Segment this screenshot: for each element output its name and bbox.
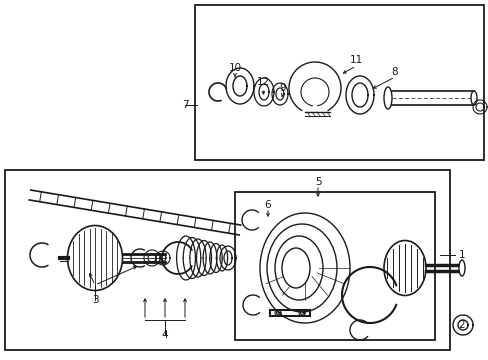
- Text: 12: 12: [256, 77, 269, 87]
- Text: 7: 7: [182, 100, 188, 110]
- Text: 3: 3: [92, 295, 98, 305]
- Ellipse shape: [67, 225, 122, 291]
- Ellipse shape: [383, 87, 391, 109]
- Ellipse shape: [383, 240, 425, 296]
- Ellipse shape: [470, 91, 476, 105]
- Text: 8: 8: [391, 67, 398, 77]
- Text: 9: 9: [279, 83, 286, 93]
- Text: 2: 2: [458, 320, 465, 330]
- Ellipse shape: [260, 213, 349, 323]
- Text: 1: 1: [458, 250, 465, 260]
- Bar: [235, 192, 434, 340]
- Text: 6: 6: [264, 200, 271, 210]
- Text: 10: 10: [228, 63, 241, 73]
- Ellipse shape: [282, 248, 309, 288]
- Text: 5: 5: [314, 177, 321, 187]
- Bar: [5, 170, 449, 350]
- Bar: [195, 5, 483, 160]
- Text: 4: 4: [162, 330, 168, 340]
- Ellipse shape: [266, 224, 336, 312]
- Ellipse shape: [274, 236, 323, 300]
- Ellipse shape: [458, 260, 464, 276]
- Text: 11: 11: [348, 55, 362, 65]
